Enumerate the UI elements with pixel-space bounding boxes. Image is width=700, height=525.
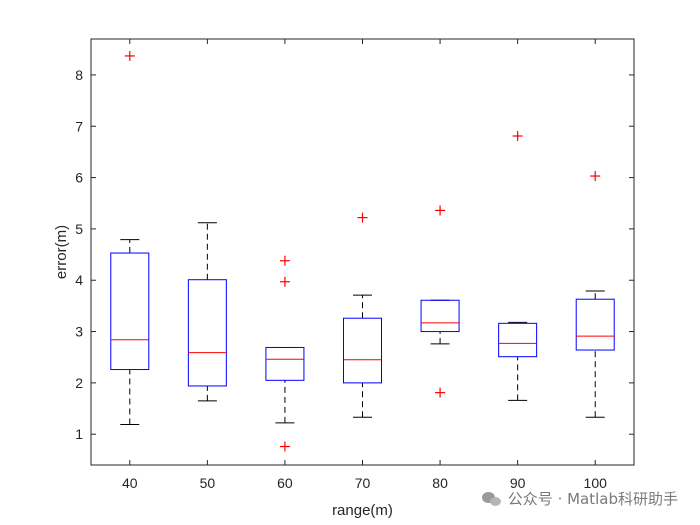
box-range-80 <box>420 299 460 333</box>
watermark: 公众号 · Matlab科研助手 <box>481 488 678 509</box>
wechat-icon <box>481 491 502 507</box>
outlier-range-80-2 <box>435 205 446 216</box>
x-tick-label-range-90: 90 <box>510 475 526 491</box>
box-range-100 <box>575 298 615 351</box>
y-tick-label-3: 3 <box>75 324 83 340</box>
y-axis-label: error(m) <box>53 225 70 279</box>
outlier-range-60-2 <box>279 276 290 287</box>
x-tick-label-range-50: 50 <box>200 475 216 491</box>
outlier-range-60-3 <box>279 255 290 266</box>
box-range-90 <box>498 322 538 358</box>
outlier-range-80-1 <box>435 387 446 398</box>
y-tick-label-7: 7 <box>75 118 83 134</box>
y-tick-label-2: 2 <box>75 375 83 391</box>
outlier-range-60-1 <box>279 441 290 452</box>
y-tick-label-4: 4 <box>75 272 83 288</box>
outlier-range-100-1 <box>590 171 601 182</box>
y-tick-label-1: 1 <box>75 426 83 442</box>
x-tick-label-range-80: 80 <box>432 475 448 491</box>
x-tick-label-range-40: 40 <box>122 475 138 491</box>
box-range-40 <box>110 252 150 371</box>
box-range-70 <box>343 317 382 384</box>
axis-ticks: 40 50 60 70 80 90 100 1 2 3 4 5 6 7 8 <box>75 39 634 491</box>
watermark-text: 公众号 · Matlab科研助手 <box>507 490 678 508</box>
box-range-60 <box>265 346 305 381</box>
x-tick-label-range-60: 60 <box>277 475 293 491</box>
outlier-range-90-1 <box>512 131 523 142</box>
x-axis-label: range(m) <box>332 502 393 519</box>
y-tick-label-8: 8 <box>75 67 83 83</box>
y-tick-label-5: 5 <box>75 221 83 237</box>
outlier-range-40-1 <box>124 50 135 61</box>
x-tick-label-range-70: 70 <box>355 475 371 491</box>
chart-marks <box>110 50 615 452</box>
x-tick-label-range-100: 100 <box>584 475 608 491</box>
axes-frame <box>90 38 635 466</box>
outlier-range-70-1 <box>357 212 368 223</box>
y-tick-label-6: 6 <box>75 170 83 186</box>
plot-area <box>91 39 634 465</box>
box-range-50 <box>187 279 227 387</box>
